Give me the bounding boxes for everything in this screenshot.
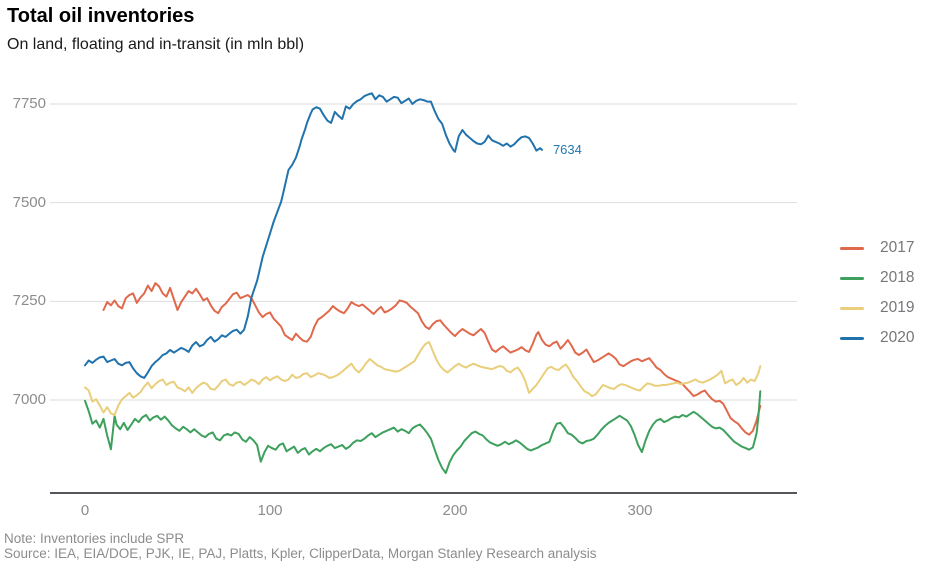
y-tick-label-7500: 7500: [12, 193, 46, 211]
y-tick-label-7750: 7750: [12, 95, 46, 112]
y-tick-label-7000: 7000: [12, 391, 46, 408]
y-tick-label-7250: 7250: [12, 292, 46, 310]
legend-item-2020: 2020: [840, 327, 914, 349]
footnote: Note: Inventories include SPR: [4, 531, 185, 546]
series-end-value-label: 7634: [552, 141, 582, 157]
x-tick-label-200: 200: [442, 502, 468, 519]
series-line-2018: [84, 390, 762, 474]
legend-item-2019: 2019: [840, 297, 914, 319]
legend-item-2018: 2018: [840, 267, 914, 289]
x-tick-label-100: 100: [257, 502, 283, 519]
legend-swatch-2017: [840, 246, 864, 250]
legend-swatch-2020: [840, 336, 864, 340]
series-line-2017: [102, 282, 762, 436]
source-line: Source: IEA, EIA/DOE, PJK, IE, PAJ, Plat…: [4, 546, 597, 561]
legend: 2017 2018 2019 2020: [840, 237, 914, 357]
series-line-2019: [84, 341, 762, 416]
legend-item-2017: 2017: [840, 237, 914, 259]
legend-label-2017: 2017: [880, 239, 915, 256]
series-line-2020: [84, 92, 543, 379]
legend-label-2020: 2020: [880, 329, 915, 346]
legend-label-2019: 2019: [880, 299, 915, 316]
legend-label-2018: 2018: [880, 269, 915, 286]
x-tick-label-0: 0: [80, 502, 90, 519]
chart-subtitle: On land, floating and in-transit (in mln…: [7, 36, 305, 53]
legend-swatch-2019: [840, 306, 864, 310]
page-title: Total oil inventories: [7, 5, 195, 27]
legend-swatch-2018: [840, 276, 864, 280]
x-tick-label-300: 300: [627, 502, 653, 519]
